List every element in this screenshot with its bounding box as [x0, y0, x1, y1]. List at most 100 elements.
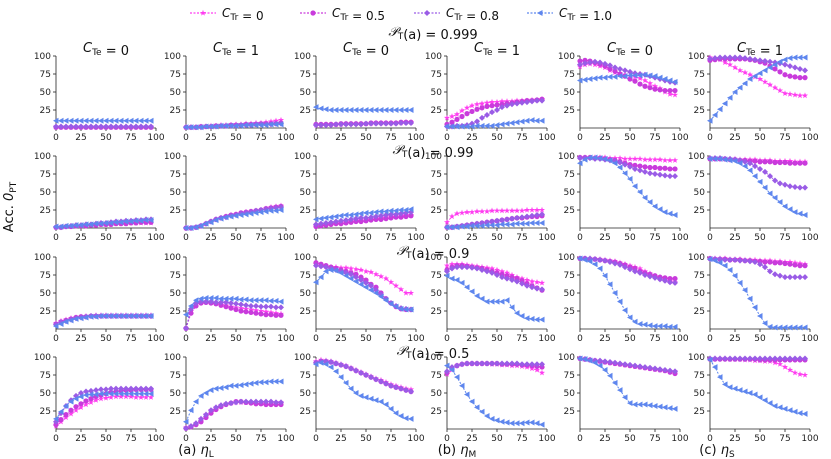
y-tick-label: 50	[170, 88, 182, 98]
data-point	[534, 117, 540, 124]
data-point	[113, 385, 119, 392]
row-title: 𝒫T(a) = 0.9	[397, 244, 470, 262]
data-point	[747, 390, 753, 396]
data-point	[792, 408, 798, 415]
data-point	[443, 262, 451, 269]
data-point	[732, 385, 738, 392]
series	[313, 209, 414, 228]
data-point	[58, 417, 64, 423]
x-tick-label: 0	[577, 334, 583, 344]
data-point	[408, 213, 414, 219]
data-point	[712, 364, 718, 371]
data-point	[98, 220, 104, 227]
data-point	[453, 210, 461, 217]
x-tick-label: 75	[385, 133, 396, 143]
data-point	[358, 107, 364, 113]
data-point	[113, 123, 119, 130]
panel: 25 50 75 100 0 25 50 75 100	[294, 152, 425, 243]
data-point	[657, 323, 663, 330]
data-point	[488, 265, 496, 272]
data-point	[747, 167, 753, 174]
data-point	[88, 391, 94, 398]
legend-marker	[424, 10, 430, 16]
data-point	[318, 274, 324, 281]
x-tick-label: 75	[125, 233, 136, 243]
data-point	[469, 123, 475, 130]
y-tick-label: 75	[40, 271, 51, 281]
data-point	[533, 366, 541, 373]
data-point	[651, 83, 659, 89]
data-point	[103, 123, 109, 130]
data-point	[368, 214, 374, 221]
data-point	[343, 363, 349, 370]
data-point	[383, 297, 389, 304]
data-point	[802, 355, 808, 362]
data-point	[577, 355, 583, 362]
x-tick-label: 75	[385, 434, 396, 444]
data-point	[622, 394, 628, 401]
x-tick-label: 50	[491, 233, 503, 243]
column-title: CTe = 0	[83, 41, 129, 59]
data-point	[672, 276, 678, 282]
data-point	[373, 213, 379, 220]
data-point	[657, 74, 663, 81]
series	[444, 360, 545, 375]
data-point	[736, 67, 744, 73]
data-point	[762, 397, 768, 404]
data-point	[494, 417, 500, 424]
data-point	[747, 295, 753, 302]
series	[183, 121, 284, 131]
data-point	[373, 290, 379, 296]
data-point	[792, 64, 798, 71]
data-point	[373, 107, 379, 113]
data-point	[524, 220, 530, 227]
legend-label: CTr = 0.8	[446, 6, 499, 23]
data-point	[792, 274, 798, 281]
data-point	[494, 272, 500, 278]
data-point	[93, 313, 99, 320]
data-point	[637, 81, 643, 87]
data-point	[646, 80, 654, 86]
data-point	[782, 72, 788, 78]
data-point	[792, 355, 798, 362]
y-tick-label: 75	[300, 70, 311, 80]
data-point	[607, 259, 613, 266]
series	[444, 117, 545, 130]
data-point	[752, 304, 758, 311]
data-point	[652, 274, 658, 281]
data-point	[479, 222, 485, 229]
x-tick-label: 25	[466, 434, 477, 444]
data-point	[503, 269, 511, 276]
data-point	[213, 299, 219, 306]
series	[53, 123, 154, 130]
data-point	[518, 207, 526, 214]
x-tick-label: 100	[277, 133, 294, 143]
group-label: (c) ηS	[699, 443, 735, 459]
x-tick-label: 75	[385, 334, 396, 344]
data-point	[509, 360, 515, 367]
series	[313, 358, 414, 395]
data-point	[117, 393, 125, 400]
data-point	[108, 385, 114, 392]
data-point	[449, 366, 455, 373]
data-point	[183, 325, 189, 332]
y-tick-label: 100	[164, 253, 181, 263]
data-point	[637, 189, 643, 195]
data-point	[647, 85, 653, 91]
data-point	[489, 269, 495, 276]
y-tick-label: 50	[170, 289, 182, 299]
y-tick-label: 100	[688, 353, 705, 363]
data-point	[198, 415, 204, 422]
data-point	[796, 371, 804, 377]
data-point	[348, 212, 354, 219]
data-point	[742, 80, 748, 87]
data-point	[797, 184, 803, 191]
data-point	[642, 164, 648, 170]
data-point	[223, 214, 229, 221]
data-point	[767, 355, 773, 362]
y-tick-label: 100	[164, 152, 181, 162]
data-point	[622, 67, 628, 74]
data-point	[797, 54, 803, 61]
data-point	[338, 374, 344, 381]
data-point	[278, 378, 284, 385]
